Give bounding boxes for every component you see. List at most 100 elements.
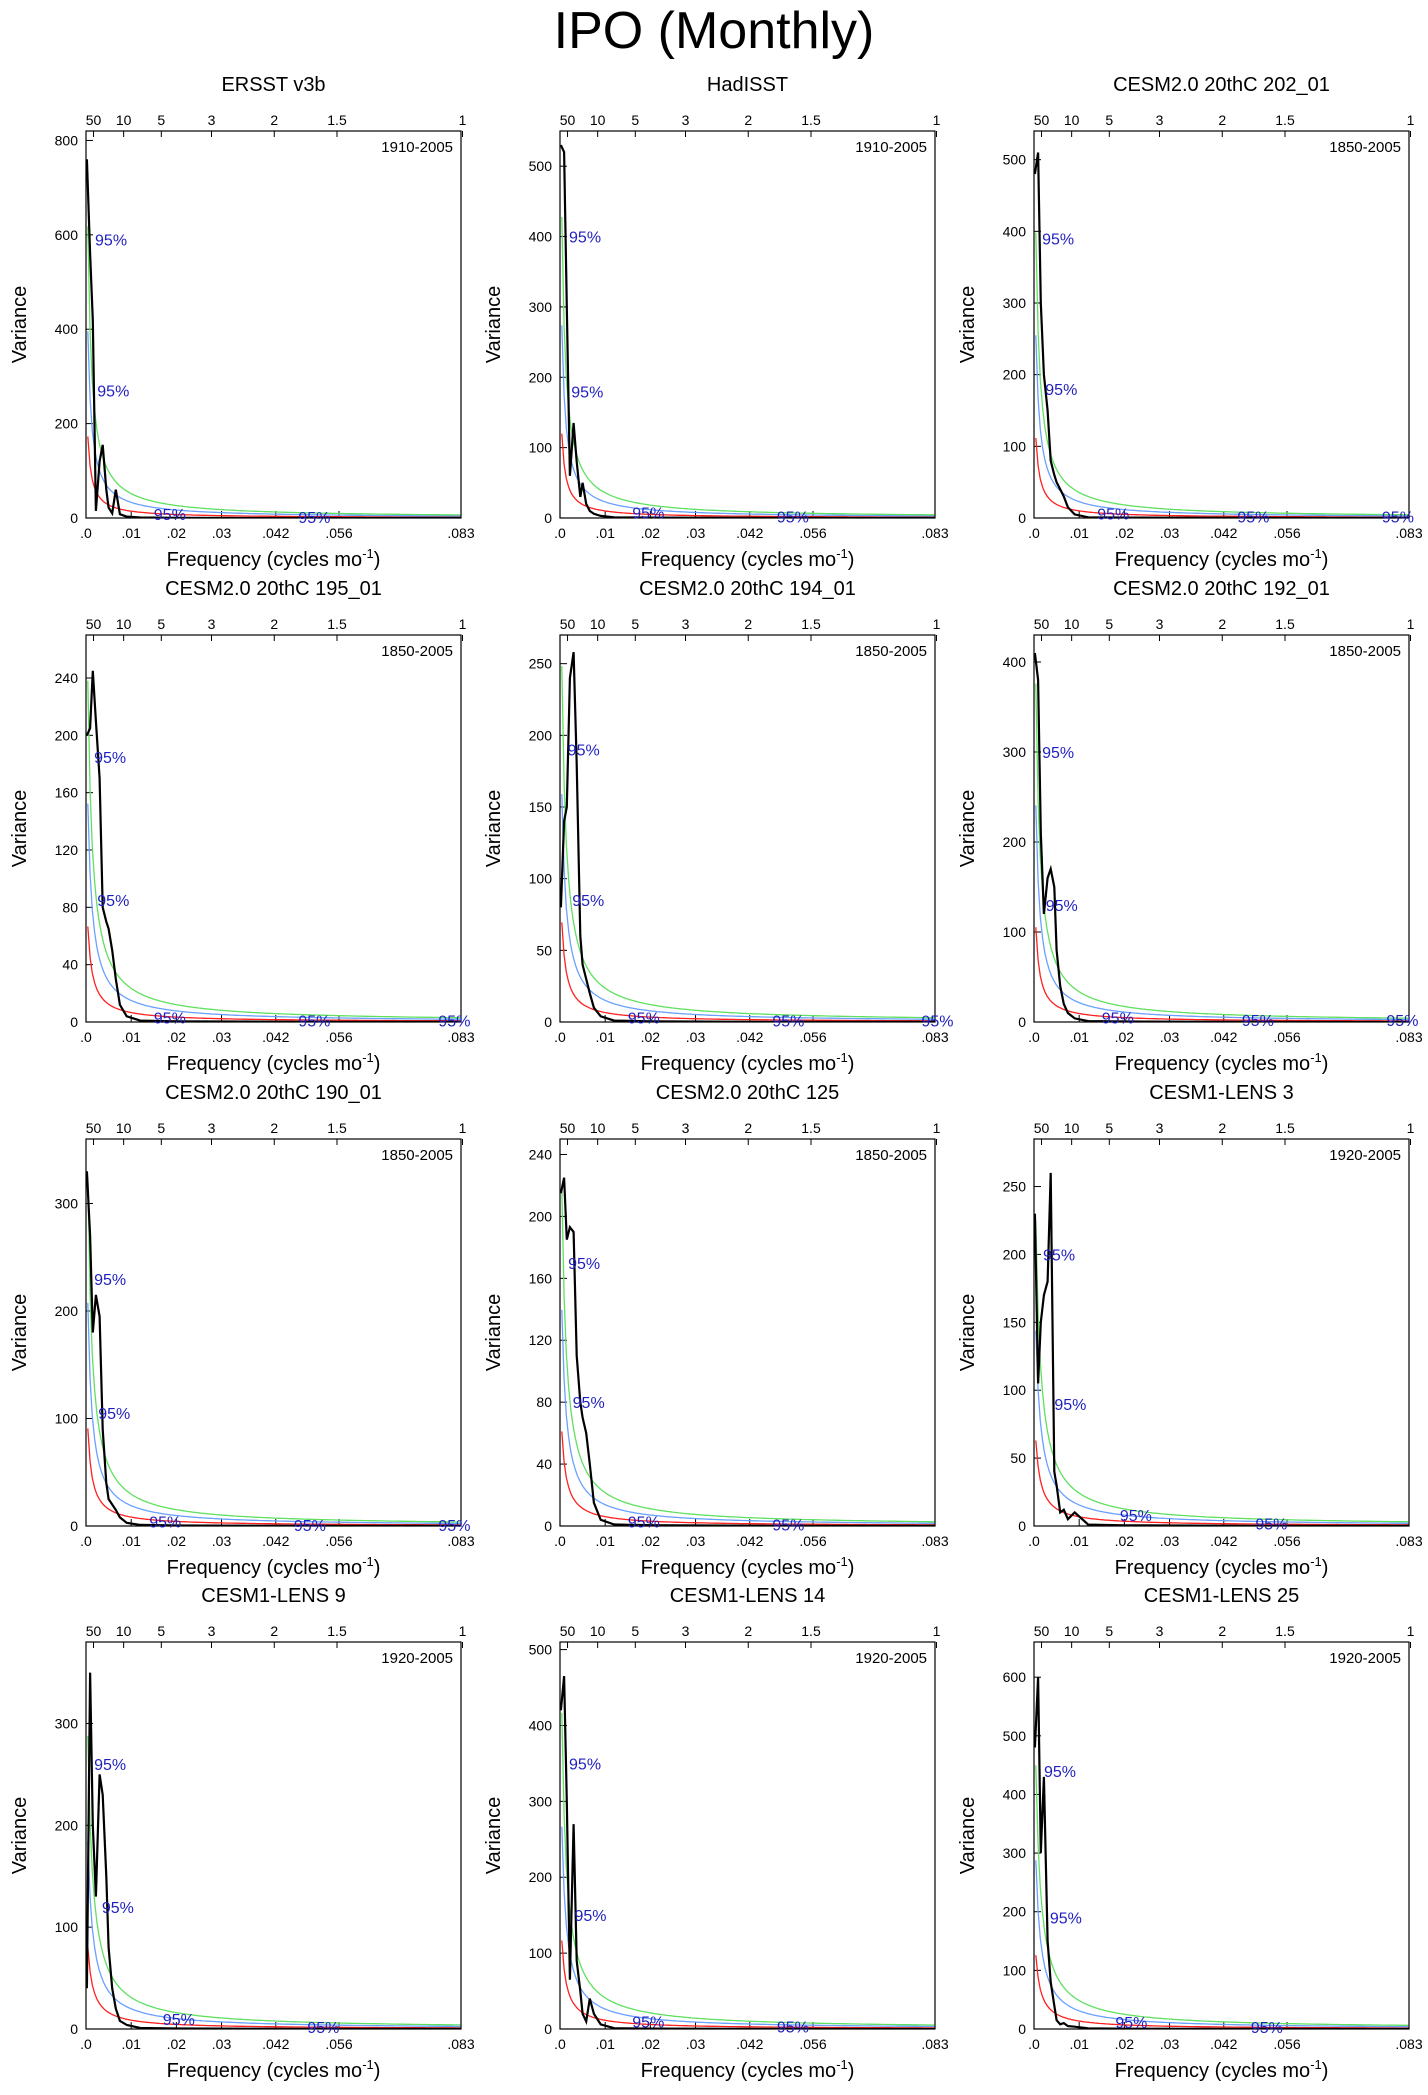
x-tick-label: .03: [1160, 1029, 1180, 1045]
period-tick-label: 10: [116, 1120, 132, 1136]
y-tick-label: 120: [55, 842, 79, 858]
x-tick-label: .02: [641, 1533, 661, 1549]
x-tick-label: .02: [1115, 1533, 1135, 1549]
x-tick-label: .01: [1069, 2036, 1089, 2052]
x-tick-label: .0: [80, 1029, 92, 1045]
period-tick-label: 1.5: [1275, 1623, 1295, 1639]
period-tick-label: 2: [270, 1120, 278, 1136]
period-label: 1850-2005: [855, 643, 927, 660]
chart-panel: CESM1-LENS 25 1920-2005 .0 .01 .02 .03 .042 .05…: [957, 1585, 1423, 2082]
conf-curve-blue: [87, 803, 461, 1020]
plot-area: [560, 652, 935, 1022]
period-tick-label: 1: [933, 1623, 941, 1639]
period-tick-label: 50: [86, 1120, 102, 1136]
y-tick-label: 200: [55, 1817, 79, 1833]
red-noise-curve: [1035, 1955, 1409, 2029]
conf-label: 95%: [1043, 1247, 1075, 1264]
period-tick-label: 1: [933, 112, 941, 128]
chart-panel: CESM1-LENS 14 1920-2005 .0 .01 .02 .03 .042 .05…: [483, 1585, 949, 2082]
period-tick-label: 1.5: [801, 112, 821, 128]
period-label: 1920-2005: [1329, 1650, 1401, 1667]
x-tick-label: .02: [167, 1029, 187, 1045]
red-noise-curve: [561, 1940, 935, 2029]
y-axis-label: Variance: [9, 1797, 31, 1874]
x-tick-label: .042: [736, 525, 763, 541]
period-label: 1850-2005: [1329, 139, 1401, 156]
conf-label: 95%: [1115, 2015, 1147, 2032]
red-noise-curve: [87, 436, 461, 518]
period-tick-label: 5: [157, 616, 165, 632]
y-axis-label: Variance: [9, 286, 31, 363]
x-tick-label: .042: [262, 1029, 289, 1045]
spectrum-line: [1034, 152, 1409, 518]
conf-label: 95%: [1045, 382, 1077, 399]
x-axis-label: Frequency (cycles mo-1): [167, 2057, 381, 2082]
x-tick-label: .056: [325, 2036, 352, 2052]
period-tick-label: 2: [1218, 616, 1226, 632]
spectrum-line: [560, 144, 935, 518]
conf-label: 95%: [1386, 1013, 1418, 1030]
plot-frame: [559, 634, 936, 1023]
conf-curve-green: [561, 665, 935, 1019]
x-tick-label: .056: [799, 1029, 826, 1045]
conf-curve-blue: [1035, 1860, 1409, 2028]
conf-curve-blue: [87, 1841, 461, 2028]
period-tick-label: 5: [631, 1120, 639, 1136]
period-tick-label: 50: [560, 1120, 576, 1136]
period-tick-label: 10: [590, 616, 606, 632]
period-tick-label: 1: [459, 112, 467, 128]
conf-label: 95%: [1102, 1011, 1134, 1028]
y-axis-label: Variance: [483, 286, 505, 363]
y-tick-label: 500: [529, 1642, 553, 1658]
period-tick-label: 2: [744, 112, 752, 128]
y-tick-label: 50: [536, 942, 552, 958]
chart-panel: CESM2.0 20thC 125 1850-2005 .0 .01 .02 .03 .04…: [483, 1082, 949, 1579]
period-tick-label: 1.5: [327, 616, 347, 632]
conf-curve-green: [87, 226, 461, 516]
plot-frame: [1033, 1641, 1410, 2030]
x-tick-label: .083: [921, 2036, 948, 2052]
x-tick-label: .03: [686, 525, 706, 541]
period-tick-label: 10: [116, 616, 132, 632]
period-tick-label: 1.5: [801, 616, 821, 632]
x-axis-label: Frequency (cycles mo-1): [641, 1554, 855, 1579]
conf-label: 95%: [569, 230, 601, 247]
conf-label: 95%: [632, 2014, 664, 2031]
y-tick-label: 300: [529, 1793, 553, 1809]
conf-curve-blue: [561, 794, 935, 1020]
x-tick-label: .056: [1273, 2036, 1300, 2052]
x-axis-label: Frequency (cycles mo-1): [1115, 1554, 1329, 1579]
x-tick-label: .083: [921, 525, 948, 541]
x-tick-label: .042: [736, 2036, 763, 2052]
y-tick-label: 80: [62, 899, 78, 915]
conf-label: 95%: [307, 2020, 339, 2037]
period-label: 1920-2005: [1329, 1147, 1401, 1164]
conf-label: 95%: [1046, 898, 1078, 915]
plot-area: [1034, 152, 1409, 518]
y-axis-label: Variance: [957, 1294, 979, 1371]
y-tick-label: 200: [529, 727, 553, 743]
conf-curve-green: [1035, 1765, 1409, 2026]
period-tick-label: 50: [1034, 112, 1050, 128]
plot-area: [560, 1675, 935, 2029]
x-tick-label: .042: [1210, 2036, 1237, 2052]
period-tick-label: 5: [631, 112, 639, 128]
x-tick-label: .02: [167, 525, 187, 541]
y-tick-label: 200: [55, 416, 79, 432]
conf-label: 95%: [1242, 1013, 1274, 1030]
x-tick-label: .042: [262, 525, 289, 541]
conf-curve-green: [561, 216, 935, 516]
y-tick-label: 0: [1018, 1014, 1026, 1030]
period-tick-label: 1.5: [1275, 616, 1295, 632]
x-tick-label: .02: [641, 2036, 661, 2052]
x-axis-label: Frequency (cycles mo-1): [1115, 2057, 1329, 2082]
chart-panel: CESM2.0 20thC 190_01 1850-2005 .0 .01 .02 .03…: [9, 1082, 475, 1579]
red-noise-curve: [561, 433, 935, 518]
x-tick-label: .03: [1160, 2036, 1180, 2052]
y-axis-label: Variance: [483, 1294, 505, 1371]
x-tick-label: .083: [921, 1533, 948, 1549]
period-tick-label: 3: [208, 1623, 216, 1639]
y-tick-label: 40: [536, 1456, 552, 1472]
conf-label: 95%: [1251, 2020, 1283, 2037]
period-tick-label: 5: [1105, 1623, 1113, 1639]
